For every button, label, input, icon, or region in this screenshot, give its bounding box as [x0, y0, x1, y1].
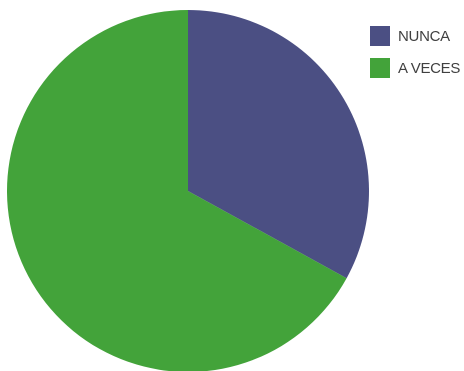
legend-label-a-veces: A VECES — [398, 59, 461, 77]
legend-item-nunca: NUNCA — [370, 26, 460, 46]
legend-label-nunca: NUNCA — [398, 27, 450, 45]
legend: NUNCA A VECES — [370, 26, 460, 90]
pie-slice-a-veces — [7, 10, 347, 371]
legend-item-a-veces: A VECES — [370, 58, 460, 78]
legend-swatch-a-veces — [370, 58, 390, 78]
pie-slice-nunca — [188, 10, 369, 279]
legend-swatch-nunca — [370, 26, 390, 46]
